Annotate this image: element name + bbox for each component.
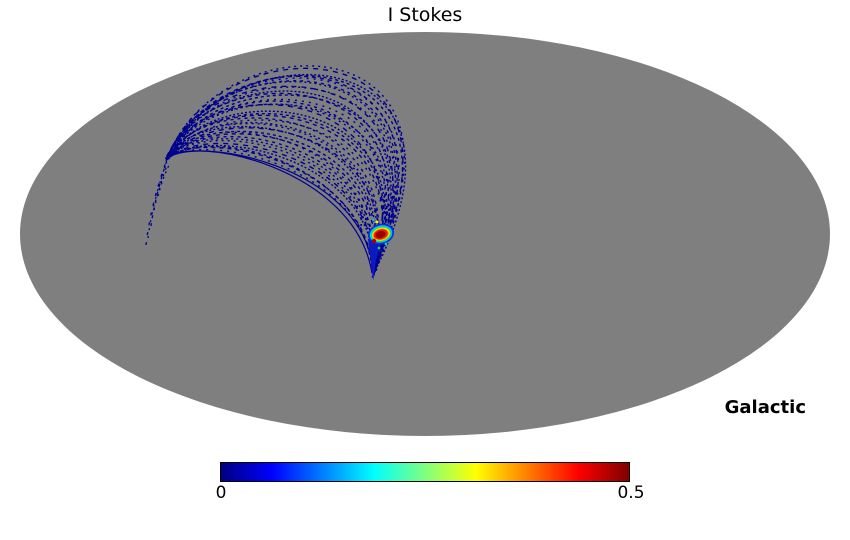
scan-track [167,114,384,272]
scan-track [166,122,380,276]
scan-track [166,142,375,276]
source-speckle [371,238,377,244]
scan-track [166,144,375,276]
scan-track [166,122,379,274]
scan-track [168,77,400,267]
bright-source [367,218,395,250]
colorbar [220,462,630,482]
scan-track [168,74,403,270]
source-ring [375,231,386,239]
scan-track [165,139,375,275]
scan-track [165,131,374,274]
source-speckle [377,246,381,250]
source-speckle [375,220,379,224]
scan-track-bundle [145,65,407,281]
near-source-track [381,193,386,223]
scan-track [166,138,375,275]
scan-track [165,103,383,269]
plot-title: I Stokes [387,4,463,26]
scan-track [169,73,407,270]
scan-track [168,103,390,271]
coordinate-frame-label: Galactic [724,397,806,418]
sky-ellipse [20,32,830,436]
near-source-track [360,205,363,229]
scan-track [167,80,398,268]
scan-track [166,90,392,272]
scan-track [165,145,374,278]
source-speckle [372,218,375,222]
scan-track [166,130,378,276]
colorbar-max-label: 0.5 [617,483,645,503]
tail-track [157,164,170,197]
scan-track [166,150,375,274]
near-source-track [387,201,392,227]
scan-track [167,113,385,272]
source-speckle [384,242,388,246]
scan-track [167,65,405,267]
scan-track [167,110,387,272]
scan-track [166,125,377,272]
scan-track [166,100,388,273]
scan-track [168,94,395,271]
scan-track [167,85,394,267]
colorbar-min-label: 0 [215,483,227,503]
scan-track [167,67,404,268]
tail-track [145,161,167,246]
scan-track [167,75,399,270]
